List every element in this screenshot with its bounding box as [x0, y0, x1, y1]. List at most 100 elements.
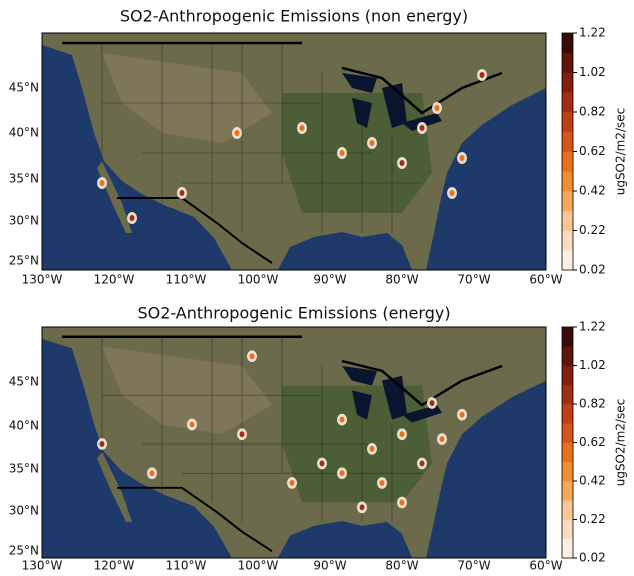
basemap	[40, 31, 548, 272]
hotspot-core	[249, 353, 255, 360]
colorbar-band	[562, 346, 573, 366]
colorbar-band	[562, 327, 573, 347]
hotspot-core	[149, 470, 155, 477]
lon-label: 130°W	[22, 559, 63, 573]
colorbar-tick-label: 1.02	[579, 65, 606, 79]
colorbar-tick-label: 0.82	[579, 397, 606, 411]
hotspot-core	[369, 140, 375, 146]
hotspot-core	[339, 416, 345, 423]
colorbar-band	[562, 230, 573, 251]
colorbar-band	[562, 365, 573, 386]
colorbar-band	[562, 52, 573, 73]
colorbar-band	[562, 404, 573, 424]
hotspot-core	[289, 480, 295, 486]
colorbar-tick-label: 1.22	[579, 320, 606, 334]
colorbar-tick-label: 1.02	[579, 358, 606, 372]
colorbar-band	[562, 171, 573, 192]
lon-label: 90°W	[313, 559, 346, 573]
map-frame	[41, 326, 547, 559]
hotspot-core	[379, 480, 385, 486]
lat-label: 35°N	[9, 172, 39, 186]
hotspot-core	[239, 431, 245, 438]
colorbar-tick-label: 1.22	[579, 26, 606, 40]
colorbar-tick-label: 0.42	[579, 184, 606, 198]
hotspot-core	[339, 150, 345, 156]
colorbar-band	[562, 131, 573, 152]
lon-label: 110°W	[166, 559, 207, 573]
hotspot-core	[419, 460, 425, 467]
lat-label: 45°N	[9, 81, 39, 95]
lon-label: 70°W	[457, 559, 490, 573]
hotspot-core	[459, 155, 465, 161]
colorbar-label: ugSO2/m2/sec	[614, 399, 628, 487]
lon-label: 90°W	[313, 273, 346, 287]
colorbar-band	[562, 384, 573, 405]
colorbar-band	[562, 33, 573, 54]
colorbar-band	[562, 191, 573, 212]
hotspot-core	[459, 411, 465, 418]
colorbar-band	[562, 92, 573, 113]
hotspot-core	[359, 504, 365, 511]
lon-label: 100°W	[238, 273, 279, 287]
colorbar-band	[562, 423, 573, 443]
colorbar-band	[562, 210, 573, 231]
hotspot-core	[129, 215, 135, 221]
lon-label: 130°W	[22, 273, 63, 287]
colorbar-band	[562, 519, 573, 540]
hotspot-core	[434, 105, 440, 111]
lon-label: 60°W	[529, 559, 562, 573]
lon-label: 120°W	[94, 273, 135, 287]
lat-label: 30°N	[9, 504, 39, 518]
map-title: SO2-Anthropogenic Emissions (non energy)	[120, 7, 468, 26]
colorbar-band	[562, 442, 573, 463]
colorbar-band	[562, 250, 573, 271]
lat-label: 40°N	[9, 419, 39, 433]
hotspot-core	[399, 499, 405, 506]
hotspot-core	[299, 125, 305, 131]
hotspot-core	[369, 445, 375, 452]
colorbar-tick-label: 0.22	[579, 223, 606, 237]
lat-label: 25°N	[9, 254, 39, 268]
colorbar-band	[562, 72, 573, 93]
lat-label: 30°N	[9, 214, 39, 228]
lon-label: 110°W	[166, 273, 207, 287]
hotspot-core	[319, 460, 325, 467]
map-title: SO2-Anthropogenic Emissions (energy)	[137, 304, 450, 323]
map-panel: SO2-Anthropogenic Emissions (energy) 45°N…	[9, 304, 628, 573]
colorbar-band	[562, 538, 573, 559]
colorbar-tick-label: 0.62	[579, 144, 606, 158]
colorbar-band	[562, 112, 573, 133]
colorbar-tick-label: 0.22	[579, 512, 606, 526]
lon-label: 100°W	[238, 559, 279, 573]
lat-label: 25°N	[9, 544, 39, 558]
map-panel: SO2-Anthropogenic Emissions (non energy)…	[9, 7, 628, 287]
colorbar-tick-label: 0.02	[579, 551, 606, 565]
hotspot-core	[439, 436, 445, 443]
lon-label: 80°W	[385, 273, 418, 287]
lat-label: 45°N	[9, 375, 39, 389]
colorbar-band	[562, 500, 573, 520]
hotspot-core	[479, 72, 485, 78]
map-frame	[41, 32, 547, 271]
lon-label: 60°W	[529, 273, 562, 287]
lon-label: 80°W	[385, 559, 418, 573]
colorbar-label: ugSO2/m2/sec	[614, 108, 628, 196]
panels: SO2-Anthropogenic Emissions (non energy)…	[9, 7, 628, 573]
lon-label: 70°W	[457, 273, 490, 287]
colorbar-band	[562, 151, 573, 172]
emission-hotspots	[97, 350, 467, 514]
hotspot-core	[99, 180, 105, 186]
hotspot-core	[429, 400, 435, 406]
hotspot-core	[179, 190, 185, 196]
emission-hotspots	[97, 69, 487, 224]
lat-label: 35°N	[9, 462, 39, 476]
hotspot-core	[339, 470, 345, 477]
colorbar-band	[562, 481, 573, 501]
colorbar-tick-label: 0.42	[579, 474, 606, 488]
colorbar-tick-label: 0.82	[579, 105, 606, 119]
hotspot-core	[449, 190, 455, 196]
hotspot-core	[234, 130, 240, 136]
colorbar-tick-label: 0.02	[579, 263, 606, 277]
hotspot-core	[399, 431, 405, 438]
